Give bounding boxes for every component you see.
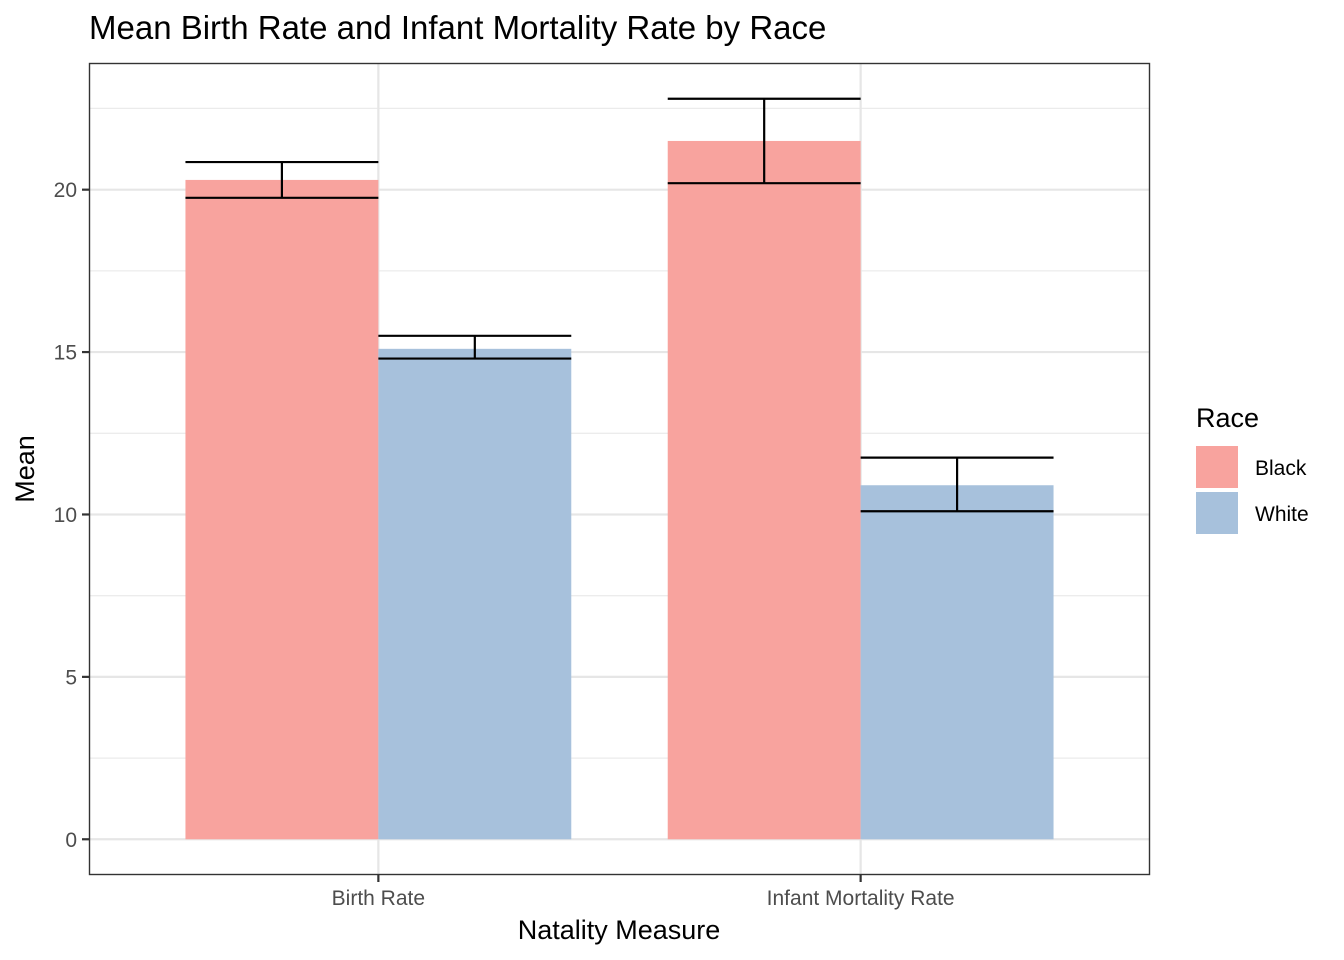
- error-bar-white-birth-rate: [378, 334, 572, 360]
- bar-black-birth-rate: [185, 179, 379, 840]
- legend-title: Race: [1196, 403, 1259, 433]
- y-tick-label: 20: [54, 179, 77, 202]
- legend-items: Black White: [1196, 446, 1309, 534]
- error-bar-white-infant-mortality-rate: [860, 456, 1054, 513]
- x-axis: Birth Rate Infant Mortality Rate: [332, 875, 955, 910]
- error-bar-black-infant-mortality-rate: [667, 97, 861, 185]
- bar-black-infant-mortality-rate: [667, 140, 861, 840]
- y-tick-label: 15: [54, 342, 77, 365]
- y-axis-title: Mean: [10, 435, 40, 503]
- error-bars: [185, 97, 1054, 513]
- y-axis: 0 5 10 15 20: [54, 179, 89, 852]
- error-bar-black-birth-rate: [185, 160, 379, 199]
- x-tick-label: Infant Mortality Rate: [767, 887, 955, 910]
- y-tick-label: 0: [65, 829, 77, 852]
- legend-key-white: [1196, 492, 1238, 534]
- legend-label-white: White: [1255, 503, 1309, 526]
- x-axis-title: Natality Measure: [518, 915, 721, 945]
- chart-title: Mean Birth Rate and Infant Mortality Rat…: [89, 9, 826, 46]
- bar-white-infant-mortality-rate: [860, 485, 1054, 840]
- y-tick-label: 5: [65, 666, 77, 689]
- plot-panel: [88, 62, 1151, 876]
- x-tick-label: Birth Rate: [332, 887, 425, 910]
- legend-key-black: [1196, 446, 1238, 488]
- legend: Race Black White: [1196, 403, 1309, 534]
- y-tick-label: 10: [54, 504, 77, 527]
- legend-label-black: Black: [1255, 457, 1307, 480]
- bars: [185, 140, 1054, 840]
- bar-white-birth-rate: [378, 348, 572, 840]
- plot-border: [88, 62, 1151, 876]
